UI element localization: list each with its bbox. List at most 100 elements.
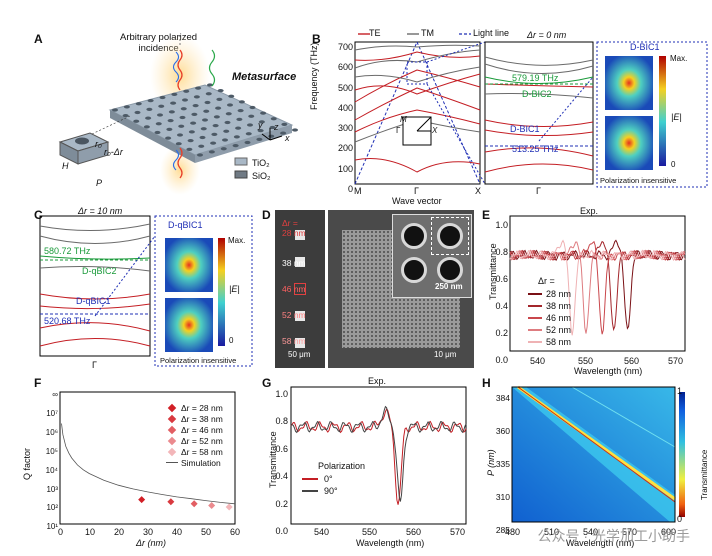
material-tio2: TiO₂: [252, 158, 270, 168]
hole: [198, 144, 205, 148]
slab-top: [108, 84, 294, 163]
sample-square: [295, 338, 305, 348]
f-legend-item: Δr = 58 nm: [166, 446, 223, 457]
watermark: 公众号 · 光学加工小助手: [537, 528, 690, 544]
ytick: 400: [337, 102, 353, 113]
hole: [220, 147, 227, 151]
metasurface-illustration: [58, 35, 298, 195]
hole: [187, 139, 194, 143]
f-plot: [61, 423, 236, 511]
b-xtick-x: X: [475, 186, 482, 196]
xtick: 480: [505, 527, 521, 537]
legend-light: Light line: [473, 28, 510, 38]
hole: [112, 108, 118, 112]
hole: [233, 135, 240, 139]
e-legend-label: 38 nm: [546, 301, 572, 311]
ytick: 10⁶: [45, 427, 58, 437]
e-spectrum-line: [509, 240, 686, 332]
ytick: 0.4: [275, 471, 288, 482]
e-legend-item: 46 nm: [528, 312, 571, 324]
hole: [147, 99, 154, 103]
sio2-swatch: [234, 170, 248, 179]
hole: [191, 112, 198, 116]
b-cbar-max: Max.: [670, 54, 688, 63]
sem-overview: [275, 210, 325, 368]
hole: [202, 118, 208, 122]
ytick: 360: [495, 426, 510, 436]
hole: [135, 102, 142, 106]
hole-array: [112, 83, 298, 157]
hole: [248, 114, 255, 118]
unit-cell: [58, 132, 110, 165]
g-legend-swatch: [302, 478, 318, 480]
xtick: 570: [450, 527, 466, 537]
hole: [223, 129, 230, 133]
ytick: 10⁷: [46, 408, 58, 418]
hole: [195, 86, 202, 90]
e-legend-swatch: [528, 329, 542, 331]
param-p: P: [96, 178, 103, 188]
hole: [205, 92, 212, 96]
e-legend-item: 52 nm: [528, 324, 571, 336]
ytick: 100: [337, 163, 353, 174]
ytick: 10²: [46, 503, 58, 513]
simulation-line: [61, 423, 236, 505]
panel-label-h: H: [482, 376, 491, 390]
b-field-label: |E|: [671, 112, 682, 122]
xtick: 10: [85, 527, 96, 537]
f-ylabel: Q factor: [22, 447, 32, 480]
sem-array: [328, 210, 474, 368]
hole: [170, 101, 177, 105]
hole: [123, 105, 130, 109]
hole: [210, 141, 217, 145]
hole: [256, 137, 263, 141]
sem-zoom-inset: [392, 214, 472, 298]
f-legend-marker: [166, 462, 178, 463]
panel-label-c: C: [34, 208, 43, 222]
hole: [146, 107, 153, 111]
colorbar: [659, 56, 666, 166]
hole: [247, 123, 253, 127]
ytick: ∞: [52, 390, 58, 399]
hole: [269, 125, 276, 130]
e-legend-swatch: [528, 317, 542, 319]
light-line-right: [416, 41, 481, 185]
hole: [190, 121, 197, 125]
hole: [159, 95, 166, 100]
f-legend-label: Δr = 58 nm: [181, 446, 223, 457]
hole: [168, 110, 175, 114]
hole: [228, 94, 235, 98]
bz-g: Γ: [396, 126, 401, 135]
hole: [270, 117, 277, 121]
panel-label-a: A: [34, 32, 43, 46]
hole: [199, 135, 206, 140]
f-legend-label: Δr = 46 nm: [181, 424, 223, 435]
ytick: 300: [337, 123, 353, 134]
ytick: 285: [495, 525, 510, 535]
sample-square: [295, 257, 305, 267]
e-spectrum-line: [509, 240, 686, 335]
hole: [260, 111, 267, 115]
f-legend-item: Simulation: [166, 457, 223, 468]
q-data-point: [190, 500, 198, 508]
xtick: 570: [622, 527, 638, 537]
hole: [193, 95, 200, 99]
hole: [212, 124, 219, 128]
hole: [183, 89, 190, 93]
light-line-left: [354, 41, 418, 185]
hole: [192, 104, 199, 108]
hole: [236, 117, 243, 121]
ytick: 0.8: [495, 247, 508, 257]
panel-label-b: B: [312, 32, 321, 46]
b-zoom-xtick: Γ: [536, 186, 541, 196]
d-dr-value: 28 nm: [282, 228, 306, 238]
output-wave: [177, 147, 183, 179]
xtick: 550: [578, 356, 594, 366]
hole: [143, 125, 150, 129]
ytick: 335: [495, 459, 510, 469]
d-scale-250nm: 250 nm: [435, 282, 463, 291]
hole: [249, 105, 256, 110]
axis-z-label: z: [274, 122, 279, 132]
param-h: H: [62, 161, 69, 171]
param-r0: r₀: [95, 139, 102, 149]
